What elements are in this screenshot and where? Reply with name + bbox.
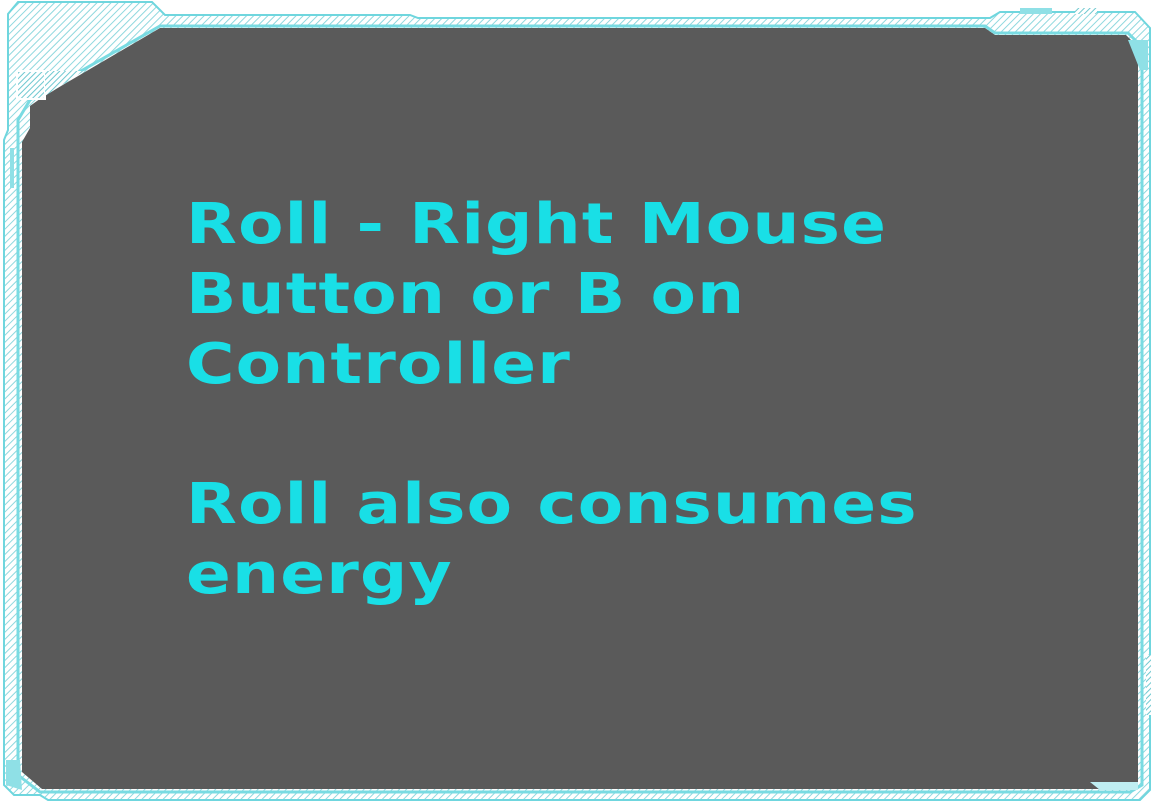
roll-energy-text: Roll also consumes energy	[186, 472, 918, 607]
roll-controls-text: Roll - Right Mouse Button or B on Contro…	[186, 192, 888, 397]
corner-accent-top-left	[16, 70, 46, 100]
panel-background	[22, 28, 1138, 789]
text-spacer	[186, 400, 1153, 470]
tutorial-message: Roll - Right Mouse Button or B on Contro…	[186, 190, 1153, 610]
